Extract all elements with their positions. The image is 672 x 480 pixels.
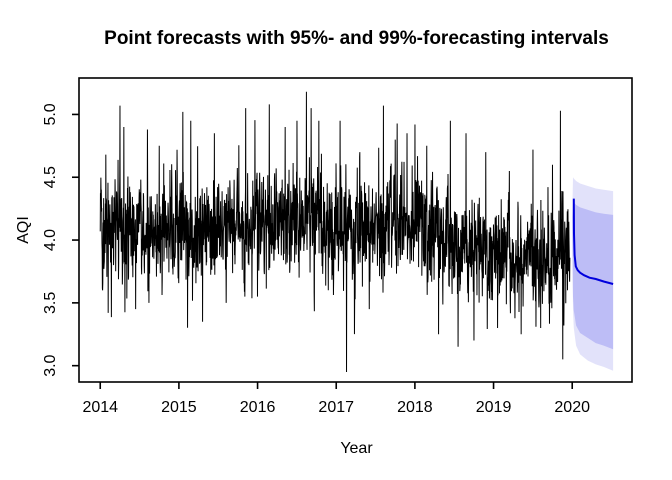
x-tick-label: 2017 [318, 399, 354, 416]
x-tick-label: 2014 [82, 399, 118, 416]
x-tick-label: 2018 [397, 399, 433, 416]
x-tick-label: 2020 [554, 399, 590, 416]
x-tick-label: 2016 [240, 399, 276, 416]
x-axis-title: Year [340, 440, 373, 457]
band-95-polygon [572, 201, 614, 350]
observed-series [99, 91, 571, 373]
y-tick-label: 3.5 [42, 292, 59, 314]
plot-box [78, 77, 633, 383]
x-tick-label: 2019 [476, 399, 512, 416]
forecast-interval-95 [572, 201, 614, 350]
chart-title: Point forecasts with 95%- and 99%-foreca… [104, 28, 609, 49]
y-tick-label: 4.0 [42, 229, 59, 251]
forecast-line-path [572, 198, 614, 285]
y-axis-title: AQI [15, 216, 32, 244]
plot-box-rect [78, 77, 633, 383]
y-tick-label: 3.0 [42, 354, 59, 376]
y-tick-label: 4.5 [42, 166, 59, 188]
y-tick-label: 5.0 [42, 103, 59, 125]
x-axis: 2014 2015 2016 2017 2018 2019 2020 [82, 382, 590, 416]
observed-series-path [99, 91, 571, 373]
y-axis: 3.0 3.5 4.0 4.5 5.0 [42, 103, 79, 377]
forecast-line [572, 198, 614, 285]
x-tick-label: 2015 [161, 399, 197, 416]
